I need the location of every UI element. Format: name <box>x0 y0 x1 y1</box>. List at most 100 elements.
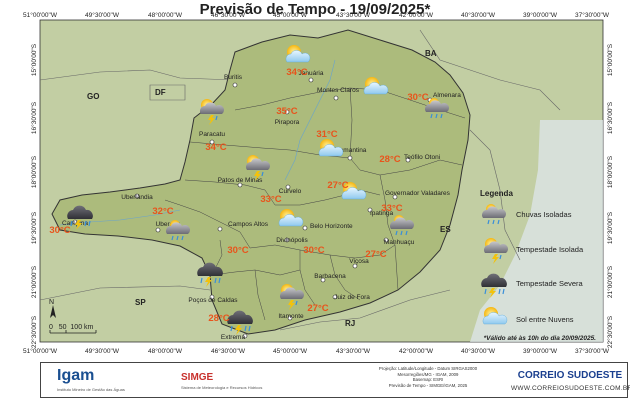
city-curvelo: Curvelo <box>279 188 302 195</box>
legend-title: Legenda <box>480 189 513 198</box>
projection-info: Projeção: Latitude/Longitude - Datum SIR… <box>378 366 478 388</box>
map-title: Previsão de Tempo - 19/09/2025* <box>199 1 431 18</box>
svg-text:22°30'00"S: 22°30'00"S <box>30 315 38 348</box>
temp-divinopolis: 30°C <box>303 245 324 256</box>
svg-text:37°30'00"W: 37°30'00"W <box>575 11 610 19</box>
minas-gerais <box>51 29 471 335</box>
city-governador-valadares: Governador Valadares <box>385 190 451 197</box>
temp-uberlandia: 32°C <box>152 206 173 217</box>
state-ba: BA <box>425 49 437 58</box>
simge-logo: SIMGE <box>181 372 214 383</box>
state-go: GO <box>87 92 99 101</box>
svg-text:42°00'00"W: 42°00'00"W <box>399 347 434 355</box>
svg-text:19°30'00"S: 19°30'00"S <box>30 211 38 244</box>
svg-text:21°00'00"S: 21°00'00"S <box>606 265 614 298</box>
svg-text:N: N <box>49 299 54 306</box>
coords-bottom: 51°00'00"W 49°30'00"W 48°00'00"W 46°30'0… <box>23 347 610 355</box>
svg-text:42°00'00"W: 42°00'00"W <box>399 11 434 19</box>
state-df: DF <box>155 88 166 97</box>
svg-text:22°30'00"S: 22°30'00"S <box>606 315 614 348</box>
city-labels: Buritis Januária Almenara Montes Claros … <box>62 70 461 341</box>
coords-right: 15°00'00"S 16°30'00"S 18°00'00"S 19°30'0… <box>606 43 614 348</box>
svg-text:39°00'00"W: 39°00'00"W <box>523 347 558 355</box>
temp-montes-claros: 31°C <box>316 129 337 140</box>
city-pocos-de-caldas: Poços de Caldas <box>188 297 238 304</box>
city-ipatinga: Ipatinga <box>370 210 394 217</box>
legend-label-0: Chuvas Isoladas <box>516 210 572 219</box>
temp-pocos-de-caldas: 28°C <box>208 313 229 324</box>
svg-text:46°30'00"W: 46°30'00"W <box>211 11 246 19</box>
temp-teofilo-otoni: 28°C <box>379 154 400 165</box>
svg-text:16°30'00"S: 16°30'00"S <box>606 101 614 134</box>
city-almenara: Almenara <box>433 92 461 99</box>
state-labels: BA GO DF ES SP RJ <box>87 49 451 328</box>
svg-text:43°30'00"W: 43°30'00"W <box>336 347 371 355</box>
temperatures: 34°C 30°C 35°C 34°C 31°C 28°C 27°C 33°C … <box>49 67 428 324</box>
temp-ipatinga: 33°C <box>381 203 402 214</box>
city-diamantina: Diamantina <box>334 147 367 154</box>
temp-campina: 30°C <box>49 225 70 236</box>
scale-bar: N 0 50 100 km <box>49 299 97 334</box>
city-campina: Campina <box>62 220 88 227</box>
scale-label: 0 50 100 km <box>49 324 94 331</box>
cities <box>72 77 433 339</box>
simge-subtitle: Sistema de Meteorologia e Recursos Hídri… <box>181 385 263 390</box>
svg-text:18°00'00"S: 18°00'00"S <box>606 155 614 188</box>
svg-text:15°00'00"S: 15°00'00"S <box>606 43 614 76</box>
svg-text:40°30'00"W: 40°30'00"W <box>461 11 496 19</box>
city-uberlandia: Uberlândia <box>121 194 153 201</box>
temp-paracatu: 34°C <box>205 142 226 153</box>
coords-top: 51°00'00"W 49°30'00"W 48°00'00"W 46°30'0… <box>23 11 610 19</box>
temp-campos-altos: 30°C <box>227 245 248 256</box>
svg-text:40°30'00"W: 40°30'00"W <box>461 347 496 355</box>
svg-text:48°00'00"W: 48°00'00"W <box>148 11 183 19</box>
temp-almenara: 30°C <box>407 92 428 103</box>
legend-label-3: Sol entre Nuvens <box>516 315 574 324</box>
state-borders <box>39 29 561 331</box>
svg-text:45°00'00"W: 45°00'00"W <box>273 347 308 355</box>
igam-subtitle: Instituto Mineiro de Gestão das Águas <box>57 387 125 392</box>
city-vicosa: Viçosa <box>349 258 369 265</box>
svg-text:21°00'00"S: 21°00'00"S <box>30 265 38 298</box>
correio-sudoeste-url[interactable]: WWW.CORREIOSUDOESTE.COM.BR <box>511 385 630 392</box>
city-teofilo-otoni: Teófilo Otoni <box>404 154 440 161</box>
svg-text:51°00'00"W: 51°00'00"W <box>23 347 58 355</box>
city-barbacena: Barbacena <box>314 273 346 280</box>
city-uberaba: Uberaba <box>156 221 181 228</box>
footer: Igam Instituto Mineiro de Gestão das Águ… <box>40 362 630 398</box>
svg-text:45°00'00"W: 45°00'00"W <box>273 11 308 19</box>
temp-diamantina: 27°C <box>327 180 348 191</box>
legend-label-1: Tempestade Isolada <box>516 245 584 254</box>
state-es: ES <box>440 225 451 234</box>
state-rj: RJ <box>345 319 355 328</box>
svg-text:49°30'00"W: 49°30'00"W <box>85 347 120 355</box>
city-montes-claros: Montes Claros <box>317 87 360 94</box>
state-sp: SP <box>135 298 146 307</box>
city-divinopolis: Divinópolis <box>276 237 308 244</box>
city-belo-horizonte: Belo Horizonte <box>310 223 353 230</box>
temp-juiz-de-fora: 27°C <box>307 303 328 314</box>
city-manhuacu: Manhuaçu <box>384 239 415 246</box>
legend: Legenda Chuvas Isoladas Tempestade Isola… <box>480 189 584 325</box>
svg-text:43°30'00"W: 43°30'00"W <box>336 11 371 19</box>
city-itamonte: Itamonte <box>278 313 304 320</box>
temp-januaria: 34°C <box>286 67 307 78</box>
svg-text:16°30'00"S: 16°30'00"S <box>30 101 38 134</box>
igam-logo: Igam <box>57 367 95 384</box>
legend-label-2: Tempestade Severa <box>516 279 584 288</box>
city-juiz-de-fora: Juiz de Fora <box>334 294 370 301</box>
svg-text:46°30'00"W: 46°30'00"W <box>211 347 246 355</box>
city-paracatu: Paracatu <box>199 131 225 138</box>
svg-text:51°00'00"W: 51°00'00"W <box>23 11 58 19</box>
city-pirapora: Pirapora <box>275 119 300 126</box>
city-buritis: Buritis <box>224 74 243 81</box>
city-campos-altos: Campos Altos <box>228 221 269 228</box>
svg-text:19°30'00"S: 19°30'00"S <box>606 211 614 244</box>
svg-text:18°00'00"S: 18°00'00"S <box>30 155 38 188</box>
temp-pirapora: 35°C <box>276 106 297 117</box>
city-extrema: Extrema <box>221 334 246 341</box>
correio-sudoeste-brand: CORREIO SUDOESTE <box>517 370 623 381</box>
svg-text:48°00'00"W: 48°00'00"W <box>148 347 183 355</box>
temp-manhuacu: 27°C <box>365 249 386 260</box>
